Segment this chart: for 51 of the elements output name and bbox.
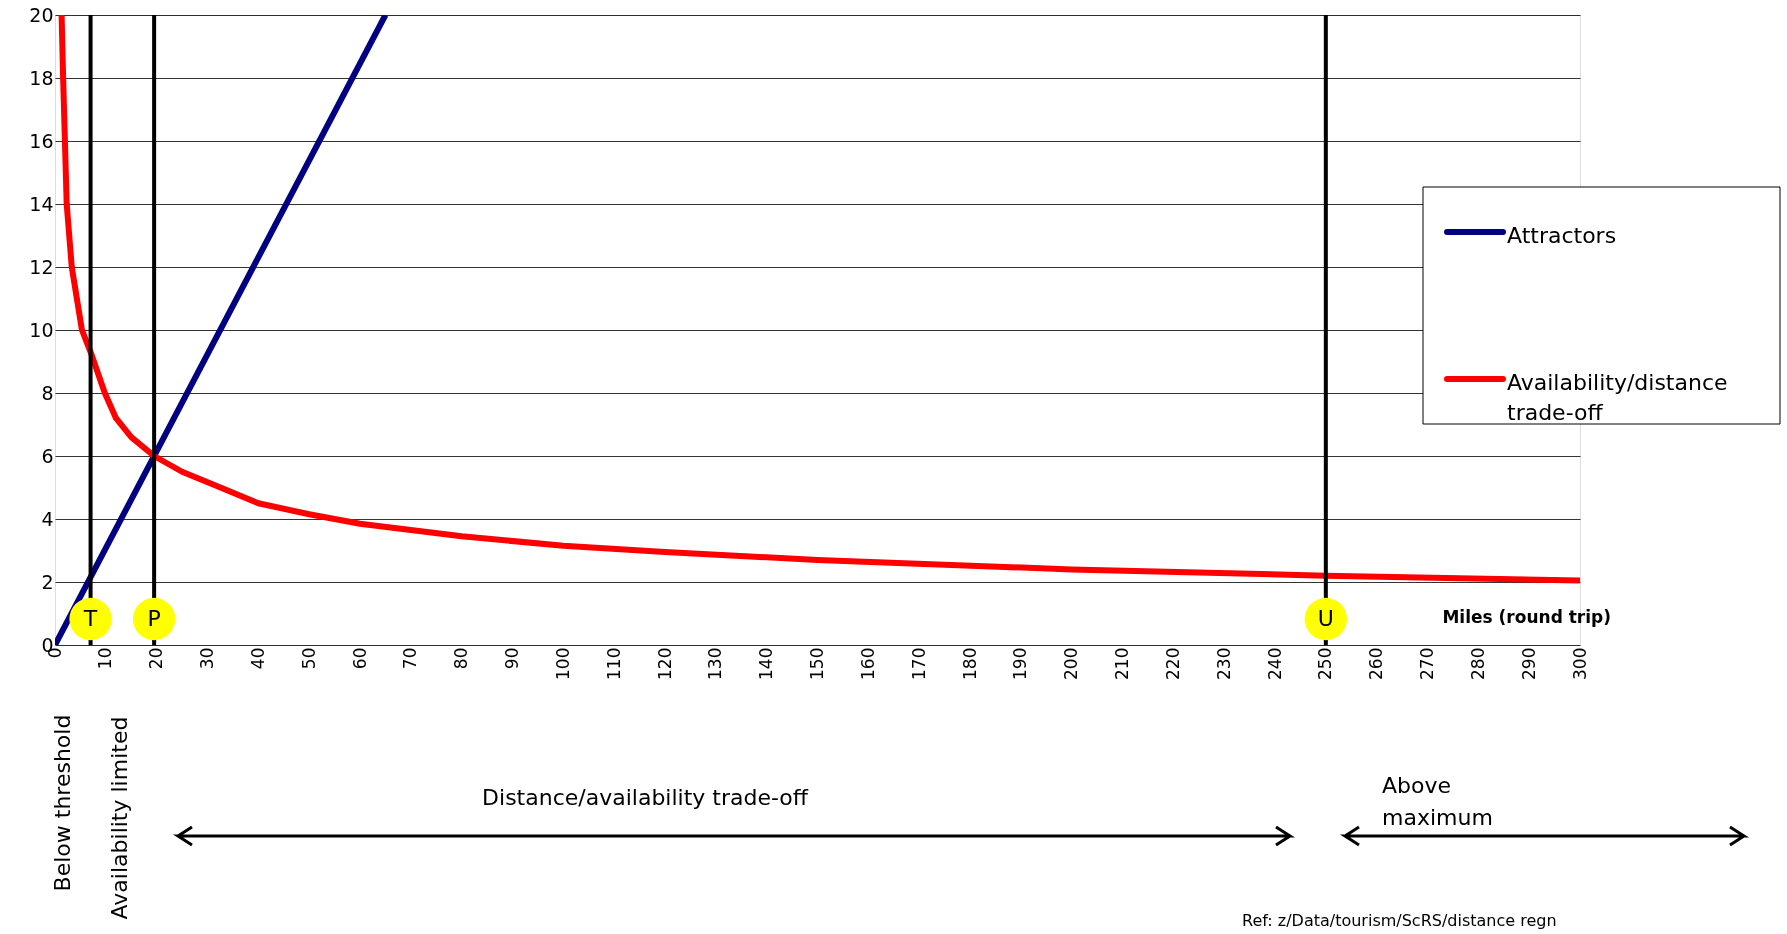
y-tick-label: 20 bbox=[29, 3, 54, 26]
text: Below threshold bbox=[50, 714, 75, 892]
text: Distance/availability trade-off bbox=[482, 785, 809, 810]
x-tick-label: 160 bbox=[857, 647, 878, 680]
ref-line-label: U bbox=[1317, 606, 1334, 631]
y-tick-label: 6 bbox=[41, 444, 54, 467]
x-tick-label: 10 bbox=[95, 647, 116, 670]
x-tick-label: 70 bbox=[400, 647, 421, 670]
x-tick-label: 280 bbox=[1467, 647, 1488, 680]
x-tick-label: 260 bbox=[1366, 647, 1387, 680]
x-tick-label: 150 bbox=[807, 647, 827, 680]
x-tick-label: 120 bbox=[654, 647, 675, 680]
x-tick-label: 100 bbox=[552, 647, 573, 680]
x-tick-label: 50 bbox=[298, 647, 319, 670]
x-tick-label: 300 bbox=[1569, 647, 1590, 680]
x-tick-label: 140 bbox=[756, 647, 777, 680]
y-tick-label: 2 bbox=[41, 570, 54, 593]
x-tick-label: 110 bbox=[603, 647, 624, 680]
x-tick-label: 80 bbox=[451, 647, 472, 670]
x-tick-label: 190 bbox=[1010, 647, 1031, 680]
x-tick-label: 210 bbox=[1112, 647, 1132, 680]
y-tick-label: 14 bbox=[29, 192, 54, 215]
x-tick-label: 270 bbox=[1417, 647, 1437, 680]
x-tick-label: 230 bbox=[1213, 647, 1234, 680]
y-tick-label: 10 bbox=[29, 318, 54, 341]
x-tick-label: 170 bbox=[908, 647, 929, 680]
y-tick-label: 8 bbox=[41, 381, 54, 404]
x-axis-title: Miles (round trip) bbox=[1442, 607, 1611, 627]
x-tick-label: 240 bbox=[1264, 647, 1285, 680]
x-tick-label: 290 bbox=[1518, 647, 1539, 680]
x-tick-label: 130 bbox=[705, 647, 726, 680]
x-tick-label: 180 bbox=[959, 647, 980, 680]
y-tick-label: 16 bbox=[29, 129, 54, 152]
legend-label: Attractors bbox=[1507, 223, 1617, 248]
x-tick-label: 200 bbox=[1061, 647, 1082, 680]
x-tick-label: 30 bbox=[197, 647, 217, 670]
y-tick-label: 18 bbox=[29, 66, 54, 89]
x-tick-label: 60 bbox=[349, 647, 370, 670]
text: Above maximum bbox=[1382, 773, 1493, 830]
text: Availability limited bbox=[107, 716, 132, 920]
y-tick-label: 4 bbox=[41, 507, 54, 530]
x-tick-label: 220 bbox=[1162, 647, 1183, 680]
x-tick-label: 20 bbox=[146, 647, 167, 670]
x-tick-label: 250 bbox=[1315, 647, 1336, 680]
ref-line-label: P bbox=[147, 606, 161, 631]
text: Ref: z/Data/tourism/ScRS/distance regn bbox=[1242, 911, 1557, 930]
y-tick-label: 12 bbox=[29, 255, 54, 278]
x-tick-label: 40 bbox=[247, 647, 268, 670]
legend-label: Availability/distance trade-off bbox=[1507, 370, 1728, 425]
ref-line-label: T bbox=[82, 606, 98, 631]
x-tick-label: 90 bbox=[502, 647, 522, 670]
